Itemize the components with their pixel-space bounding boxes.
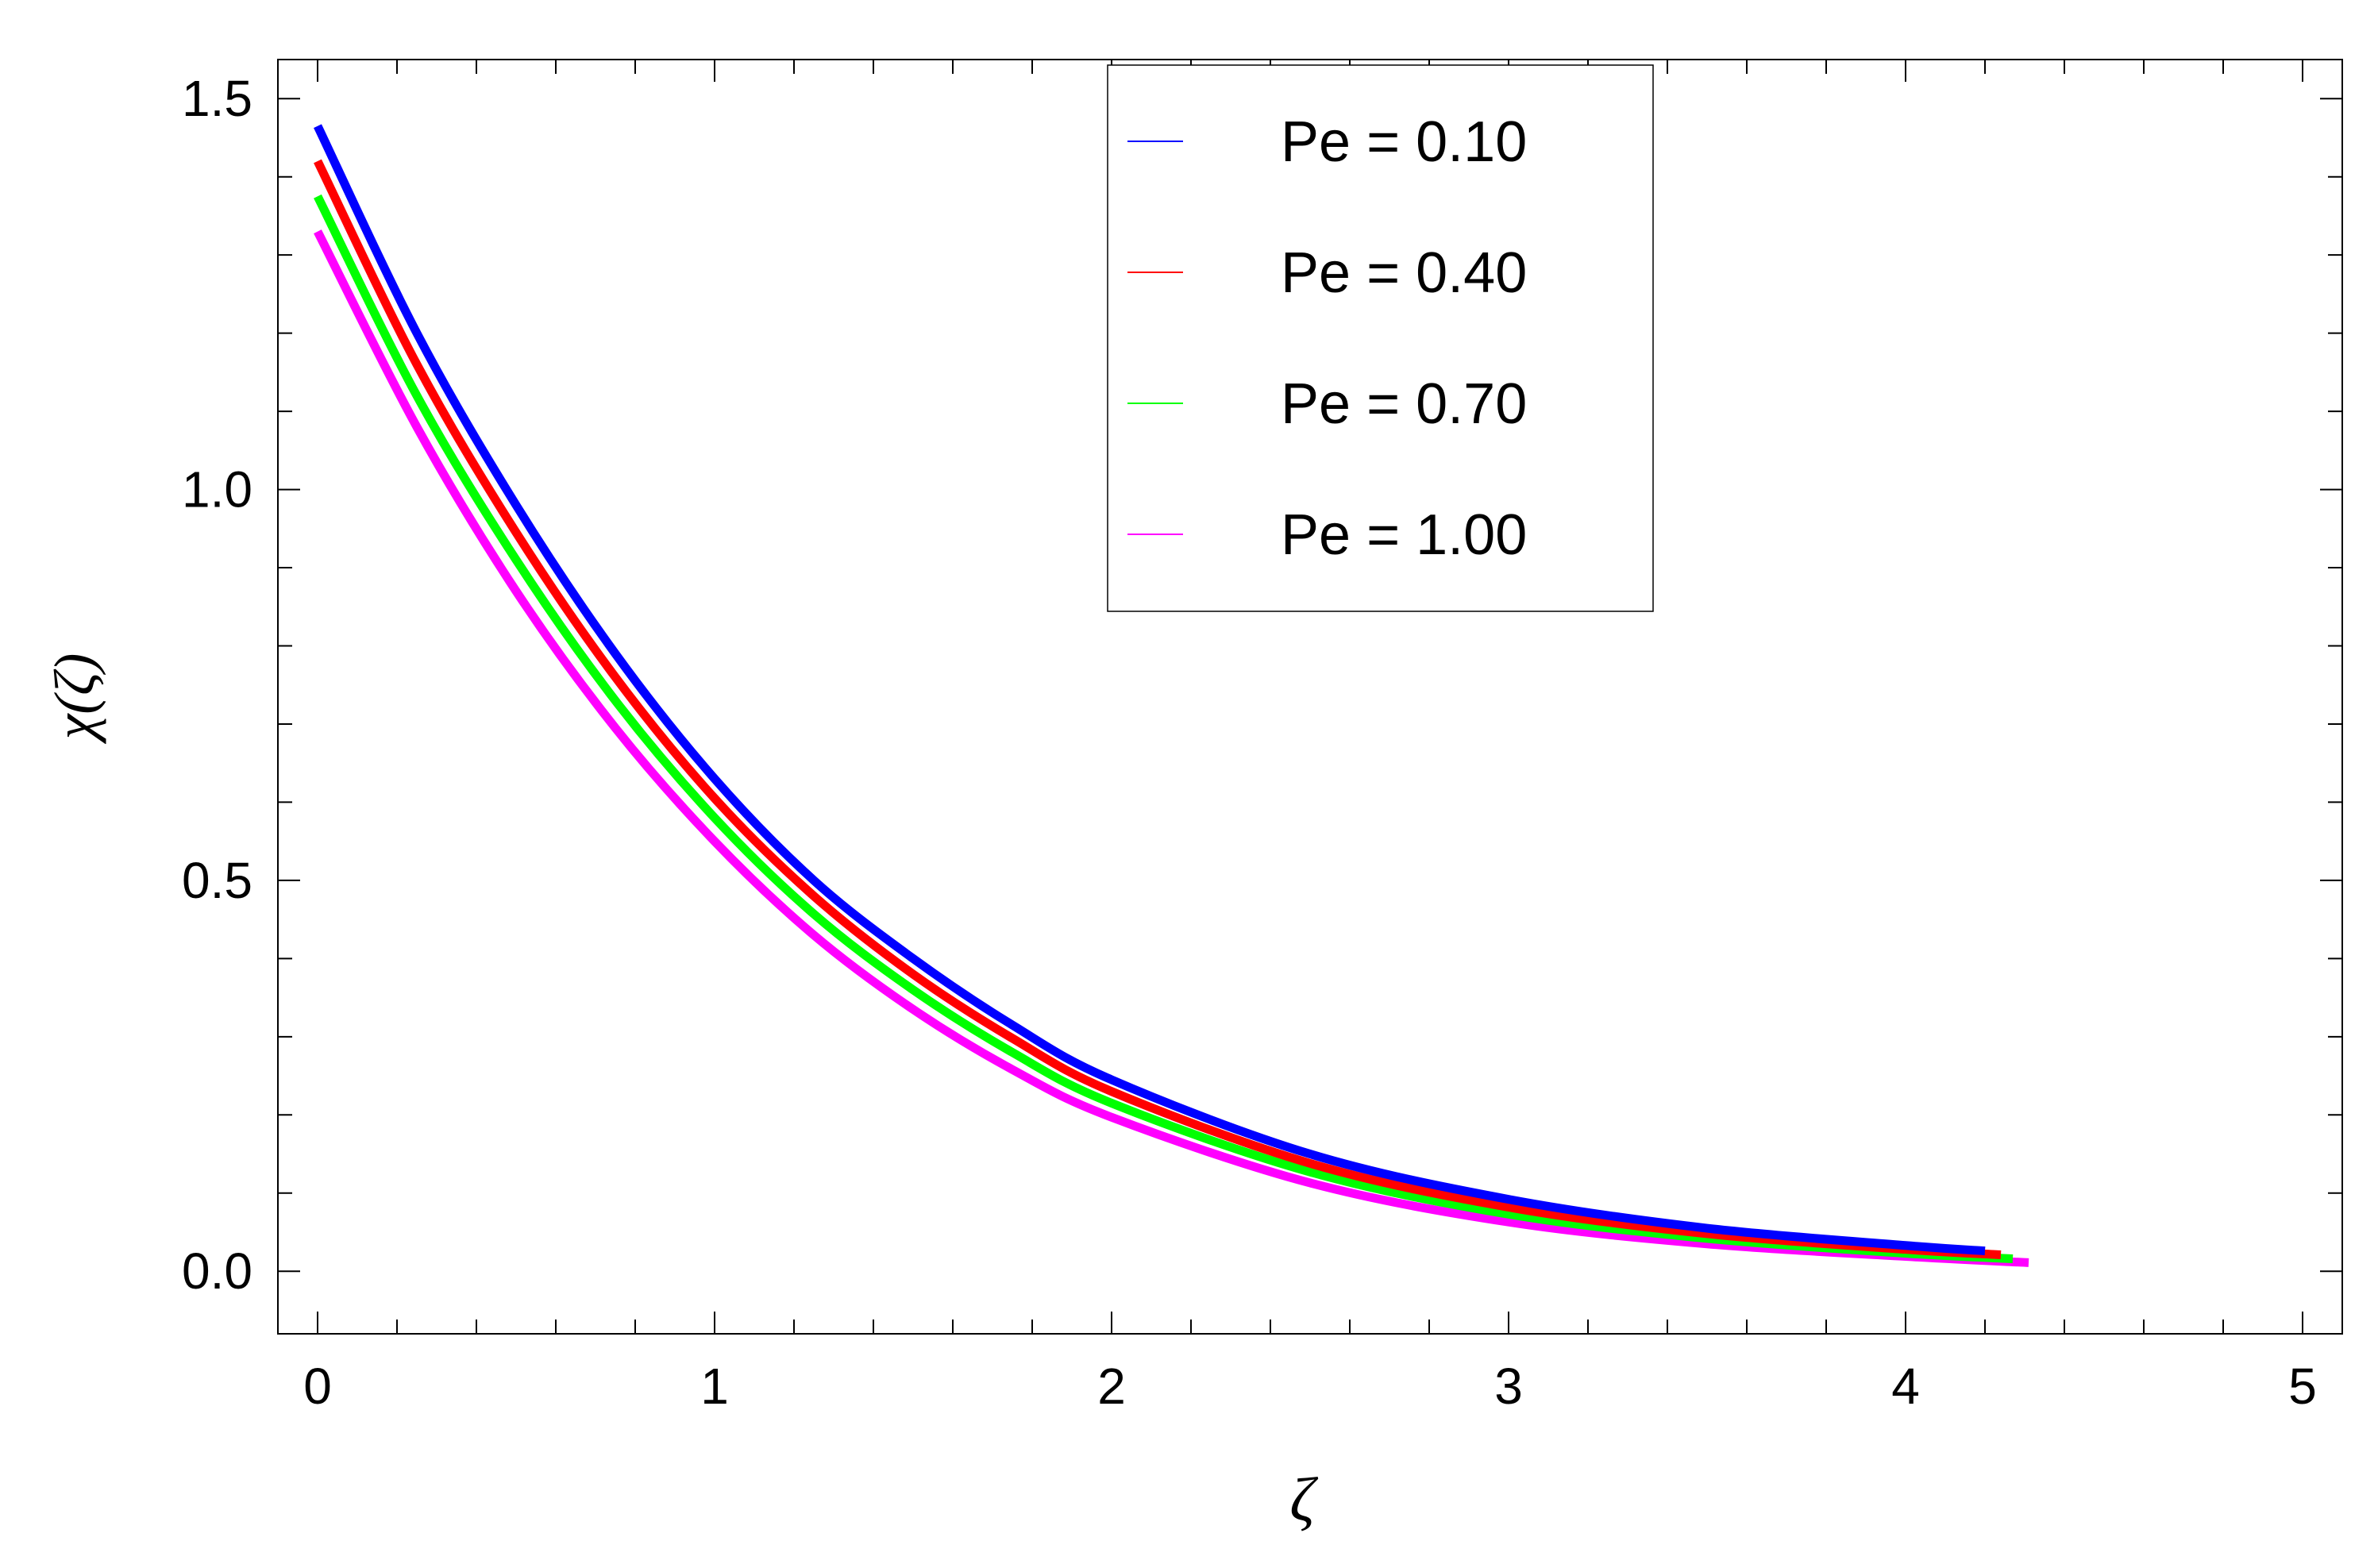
- legend: Pe = 0.10 Pe = 0.40 Pe = 0.70 Pe = 1.00: [1107, 64, 1654, 612]
- x-tick-label: 2: [1097, 1358, 1126, 1415]
- y-tick-label: 1.5: [182, 70, 252, 127]
- y-tick-label: 1.0: [182, 461, 252, 518]
- tick-labels: 0 1 2 3 4 5 0.0 0.5 1.0 1.5: [182, 70, 2317, 1415]
- series-line: [314, 229, 2029, 1267]
- y-tick-label: 0.0: [182, 1242, 252, 1300]
- legend-label: Pe = 0.40: [1281, 241, 1527, 305]
- series-layer: [314, 124, 2029, 1267]
- plot-frame: [277, 59, 2343, 1335]
- legend-label: Pe = 1.00: [1281, 503, 1527, 567]
- legend-label: Pe = 0.70: [1281, 372, 1527, 436]
- y-tick-label: 0.5: [182, 852, 252, 909]
- series-line: [314, 124, 1986, 1256]
- x-tick-label: 5: [2288, 1358, 2317, 1415]
- x-tick-label: 3: [1494, 1358, 1523, 1415]
- legend-items: Pe = 0.10 Pe = 0.40 Pe = 0.70 Pe = 1.00: [1127, 110, 1527, 567]
- legend-label: Pe = 0.10: [1281, 110, 1527, 174]
- x-axis-label: ζ: [1289, 1465, 1318, 1534]
- x-tick-label: 4: [1891, 1358, 1920, 1415]
- x-tick-label: 0: [303, 1358, 332, 1415]
- series-line: [314, 194, 2014, 1263]
- legend-box: [1107, 64, 1654, 612]
- series-line: [314, 159, 2002, 1260]
- x-tick-label: 1: [700, 1358, 729, 1415]
- y-axis-label: χ(ζ): [43, 653, 106, 745]
